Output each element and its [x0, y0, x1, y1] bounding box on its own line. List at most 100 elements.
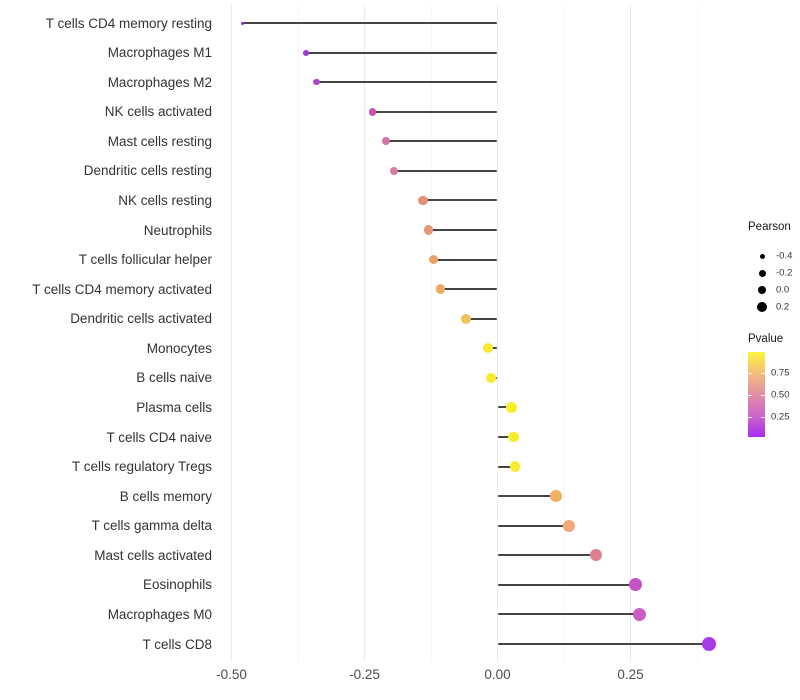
gridline-major — [497, 5, 498, 662]
lollipop-dot — [429, 254, 439, 265]
x-axis-label: 0.25 — [617, 667, 644, 682]
lollipop-dot — [423, 225, 433, 235]
y-axis-label: B cells memory — [119, 488, 212, 504]
y-axis-label: T cells CD4 memory resting — [45, 15, 212, 31]
lollipop-stem — [305, 51, 498, 54]
legend-pearson-item: 0.0 — [748, 282, 791, 299]
legend-size-label: 0.0 — [776, 284, 790, 296]
y-axis-label: T cells follicular helper — [78, 252, 212, 268]
legend-size-dot — [757, 285, 767, 295]
y-axis-label: Mast cells resting — [107, 133, 212, 149]
y-axis-label: Macrophages M1 — [107, 45, 212, 61]
lollipop-stem — [423, 199, 498, 202]
lollipop-dot — [550, 490, 562, 502]
lollipop-dot — [702, 636, 717, 651]
lollipop-dot — [313, 79, 320, 86]
colorbar-tick — [748, 394, 752, 396]
y-axis-label: Mast cells activated — [94, 547, 212, 563]
lollipop-stem — [497, 465, 516, 468]
y-axis-label: T cells CD8 — [142, 636, 212, 652]
gridline-major — [630, 5, 631, 662]
lollipop-dot — [418, 195, 428, 205]
lollipop-stem — [497, 554, 596, 557]
pvalue-colorbar — [748, 352, 765, 437]
lollipop-dot — [368, 107, 377, 116]
gridline-minor — [297, 5, 299, 662]
legend-pvalue-title: Pvalue — [748, 333, 784, 345]
lollipop-dot — [506, 402, 518, 413]
lollipop-dot — [435, 284, 446, 294]
x-axis-label: 0.00 — [484, 667, 511, 682]
lollipop-stem — [465, 317, 498, 320]
lollipop-stem — [440, 288, 498, 291]
colorbar-label: 0.25 — [771, 411, 790, 423]
y-axis-label: T cells gamma delta — [91, 518, 212, 534]
legend-size-dot — [759, 253, 765, 259]
y-axis-label: Dendritic cells activated — [70, 311, 212, 327]
lollipop-dot — [240, 21, 244, 25]
lollipop-stem — [242, 22, 498, 24]
lollipop-stem — [316, 81, 498, 84]
x-axis-label: -0.50 — [216, 667, 247, 682]
legend-size-dot — [758, 269, 766, 277]
lollipop-dot — [562, 519, 575, 532]
legend-size-dot — [757, 302, 767, 312]
colorbar-label: 0.50 — [771, 389, 790, 401]
x-axis-label: -0.25 — [349, 667, 380, 682]
lollipop-stem — [497, 495, 557, 498]
y-axis-label: B cells naive — [136, 370, 212, 386]
lollipop-stem — [497, 436, 514, 438]
y-axis-label: Macrophages M2 — [107, 74, 212, 90]
legend-pearson-item: 0.2 — [748, 299, 791, 316]
colorbar-tick — [761, 373, 765, 375]
gridline-major — [231, 5, 232, 662]
y-axis-label: T cells CD4 memory activated — [32, 281, 212, 297]
lollipop-stem — [393, 169, 498, 172]
lollipop-stem — [433, 258, 498, 261]
y-axis-label: Plasma cells — [136, 399, 212, 415]
lollipop-stem — [385, 140, 498, 143]
y-axis-label: NK cells activated — [104, 104, 212, 120]
gridline-minor — [696, 5, 698, 662]
lollipop-dot — [485, 372, 497, 384]
lollipop-stem — [428, 229, 498, 231]
legend-pvalue: Pvalue 0.75 0.50 0.25 — [748, 333, 790, 437]
lollipop-dot — [629, 578, 643, 592]
colorbar-tick — [748, 373, 752, 375]
legend-pearson-title: Pearson — [748, 221, 791, 233]
gridline-major — [364, 5, 365, 662]
lollipop-dot — [589, 549, 603, 562]
lollipop-stem — [497, 583, 636, 586]
gridline-minor — [430, 5, 432, 662]
y-axis-label: Eosinophils — [142, 577, 212, 593]
y-axis-label: Monocytes — [146, 340, 212, 356]
lollipop-dot — [509, 461, 521, 472]
lollipop-stem — [497, 613, 639, 616]
colorbar-tick — [761, 394, 765, 396]
legend-size-label: -0.4 — [776, 250, 793, 262]
lollipop-dot — [303, 49, 309, 56]
lollipop-dot — [460, 313, 471, 324]
legend-pearson-item: -0.2 — [748, 265, 793, 282]
y-axis-label: T cells regulatory Tregs — [71, 459, 212, 475]
lollipop-dot — [389, 166, 398, 176]
y-axis-label: Dendritic cells resting — [83, 163, 212, 179]
legend-pearson: Pearson -0.4 -0.2 0.0 0.2 — [748, 221, 793, 316]
lollipop-dot — [381, 137, 390, 146]
legend-size-label: -0.2 — [776, 267, 793, 279]
lollipop-dot — [632, 607, 646, 621]
colorbar-tick — [748, 416, 752, 418]
lollipop-stem — [497, 524, 569, 527]
y-axis-label: Neutrophils — [143, 222, 212, 238]
legend-size-label: 0.2 — [776, 301, 790, 313]
lollipop-dot — [508, 431, 519, 443]
legend-pearson-item: -0.4 — [748, 248, 793, 265]
y-axis-label: T cells CD4 naive — [106, 429, 212, 445]
chart-panel — [220, 5, 733, 662]
lollipop-stem — [497, 643, 710, 645]
gridline-minor — [563, 5, 565, 662]
colorbar-label: 0.75 — [771, 367, 790, 379]
colorbar-tick — [761, 416, 765, 418]
lollipop-stem — [372, 110, 498, 113]
